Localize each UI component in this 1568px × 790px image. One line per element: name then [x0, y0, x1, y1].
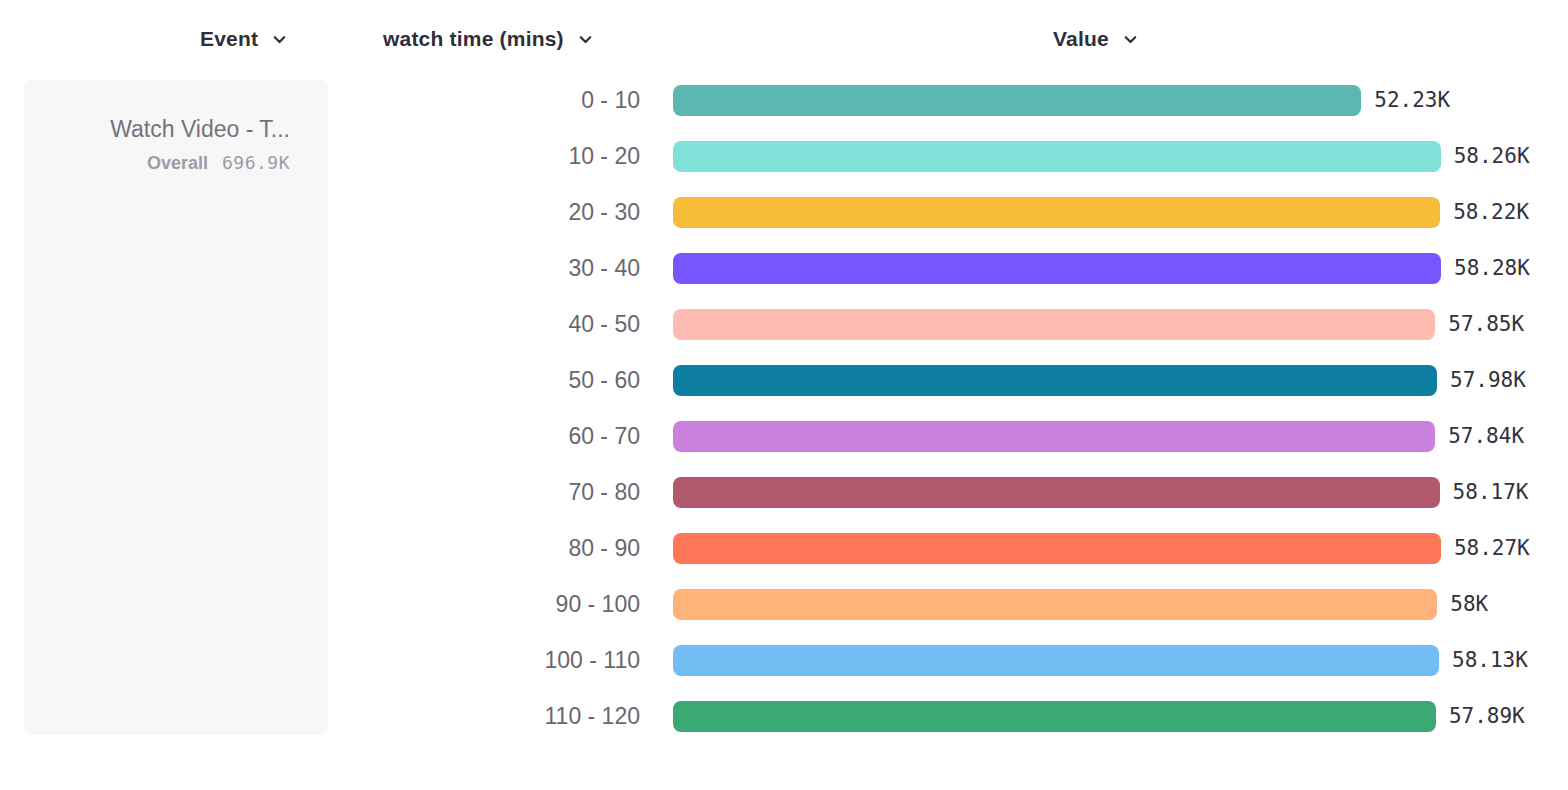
- value-label: 58.27K: [1454, 536, 1530, 560]
- category-label: 40 - 50: [0, 311, 640, 338]
- bar[interactable]: [673, 85, 1361, 116]
- value-label: 52.23K: [1374, 88, 1450, 112]
- bar-area: 58.27K: [673, 533, 1568, 564]
- value-label: 58K: [1450, 592, 1488, 616]
- bar-row: 40 - 50 57.85K: [0, 296, 1568, 352]
- bar[interactable]: [673, 701, 1436, 732]
- bar[interactable]: [673, 141, 1441, 172]
- value-label: 58.28K: [1454, 256, 1530, 280]
- bar[interactable]: [673, 645, 1439, 676]
- bar[interactable]: [673, 365, 1437, 396]
- bar[interactable]: [673, 197, 1440, 228]
- bar-row: 0 - 10 52.23K: [0, 72, 1568, 128]
- value-column-dropdown[interactable]: Value: [1053, 27, 1139, 51]
- value-label: 58.13K: [1452, 648, 1528, 672]
- category-label: 10 - 20: [0, 143, 640, 170]
- bar-row: 20 - 30 58.22K: [0, 184, 1568, 240]
- bar-area: 52.23K: [673, 85, 1568, 116]
- bar-area: 58.13K: [673, 645, 1568, 676]
- category-label: 50 - 60: [0, 367, 640, 394]
- value-column-label: Value: [1053, 27, 1109, 51]
- bar-row: 110 - 120 57.89K: [0, 688, 1568, 744]
- chevron-down-icon: [1122, 31, 1139, 48]
- bar-area: 57.89K: [673, 701, 1568, 732]
- watch-time-column-dropdown[interactable]: watch time (mins): [383, 27, 594, 51]
- bar[interactable]: [673, 533, 1441, 564]
- bar-row: 10 - 20 58.26K: [0, 128, 1568, 184]
- bar-area: 58.22K: [673, 197, 1568, 228]
- bar-area: 58.26K: [673, 141, 1568, 172]
- category-label: 90 - 100: [0, 591, 640, 618]
- category-label: 70 - 80: [0, 479, 640, 506]
- category-label: 60 - 70: [0, 423, 640, 450]
- chevron-down-icon: [577, 31, 594, 48]
- bar-area: 58.28K: [673, 253, 1568, 284]
- bar-area: 58K: [673, 589, 1568, 620]
- bar-area: 57.84K: [673, 421, 1568, 452]
- bar-row: 80 - 90 58.27K: [0, 520, 1568, 576]
- value-label: 57.84K: [1448, 424, 1524, 448]
- bar-row: 50 - 60 57.98K: [0, 352, 1568, 408]
- bar[interactable]: [673, 253, 1441, 284]
- category-label: 100 - 110: [0, 647, 640, 674]
- chevron-down-icon: [271, 31, 288, 48]
- bar-area: 57.98K: [673, 365, 1568, 396]
- event-column-dropdown[interactable]: Event: [200, 27, 288, 51]
- bar[interactable]: [673, 589, 1437, 620]
- value-label: 58.26K: [1454, 144, 1530, 168]
- category-label: 20 - 30: [0, 199, 640, 226]
- value-label: 58.17K: [1453, 480, 1529, 504]
- bar-row: 60 - 70 57.84K: [0, 408, 1568, 464]
- category-label: 110 - 120: [0, 703, 640, 730]
- bar-chart: 0 - 10 52.23K 10 - 20 58.26K 20 - 30 58.22K 30…: [0, 72, 1568, 744]
- value-label: 57.98K: [1450, 368, 1526, 392]
- event-column-label: Event: [200, 27, 258, 51]
- bar[interactable]: [673, 309, 1435, 340]
- value-label: 58.22K: [1453, 200, 1529, 224]
- category-label: 0 - 10: [0, 87, 640, 114]
- watch-time-column-label: watch time (mins): [383, 27, 564, 51]
- bar-row: 90 - 100 58K: [0, 576, 1568, 632]
- bar-row: 30 - 40 58.28K: [0, 240, 1568, 296]
- bar-area: 58.17K: [673, 477, 1568, 508]
- category-label: 30 - 40: [0, 255, 640, 282]
- value-label: 57.89K: [1449, 704, 1525, 728]
- bar-row: 100 - 110 58.13K: [0, 632, 1568, 688]
- bar[interactable]: [673, 477, 1440, 508]
- category-label: 80 - 90: [0, 535, 640, 562]
- bar-area: 57.85K: [673, 309, 1568, 340]
- bar[interactable]: [673, 421, 1435, 452]
- value-label: 57.85K: [1448, 312, 1524, 336]
- bar-row: 70 - 80 58.17K: [0, 464, 1568, 520]
